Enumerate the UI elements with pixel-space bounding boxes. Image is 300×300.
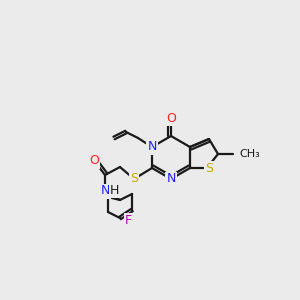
Text: CH₃: CH₃	[239, 149, 260, 159]
Text: S: S	[205, 161, 213, 175]
Text: H: H	[109, 184, 119, 197]
Text: N: N	[166, 172, 176, 185]
Text: O: O	[89, 154, 99, 167]
Text: F: F	[124, 214, 132, 226]
Text: N: N	[100, 184, 110, 197]
Text: O: O	[166, 112, 176, 124]
Text: S: S	[130, 172, 138, 185]
Text: N: N	[147, 140, 157, 154]
